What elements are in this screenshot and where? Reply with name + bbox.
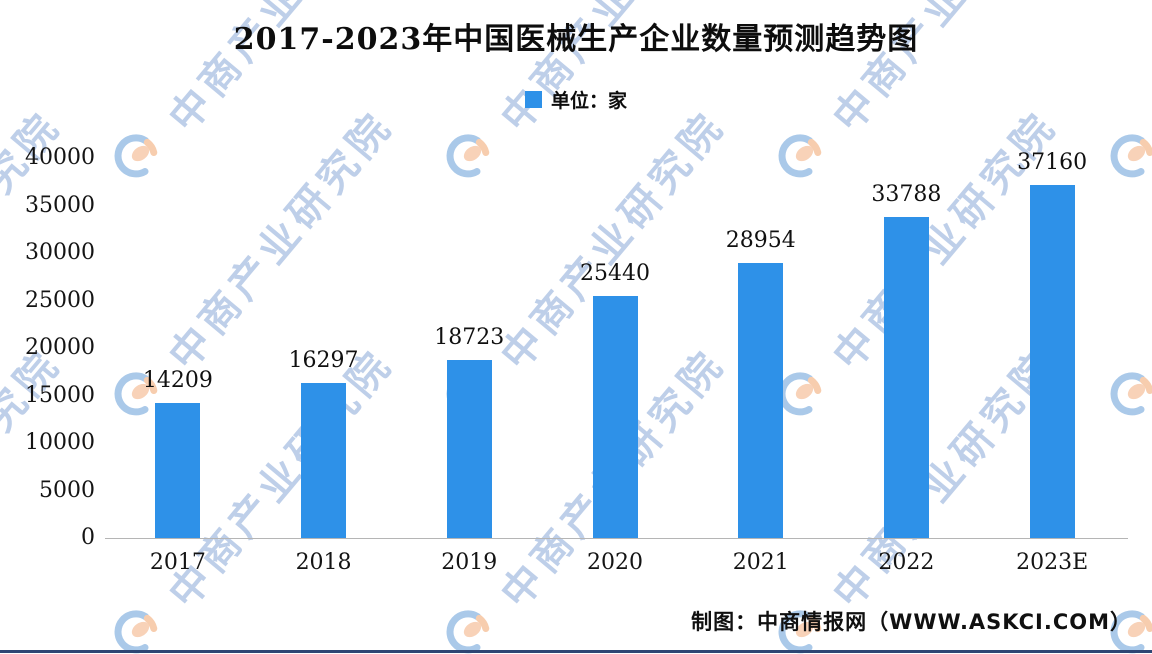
y-tick-label: 30000 xyxy=(25,240,95,265)
y-tick-label: 35000 xyxy=(25,192,95,218)
bar xyxy=(738,262,784,538)
y-tick-label: 0 xyxy=(81,525,95,550)
bar-value-label: 33788 xyxy=(871,182,942,207)
x-tick-label: 2018 xyxy=(295,550,352,575)
bar-value-label: 37160 xyxy=(1017,149,1088,175)
y-tick-label: 25000 xyxy=(25,287,95,313)
bar xyxy=(155,403,201,538)
y-tick-label: 15000 xyxy=(25,382,95,408)
y-tick-label: 10000 xyxy=(25,430,95,455)
y-tick-label: 5000 xyxy=(39,477,95,503)
bar-value-label: 16297 xyxy=(288,348,359,374)
legend-swatch-icon xyxy=(524,91,542,108)
x-tick-label: 2019 xyxy=(441,550,498,575)
bar-value-label: 28954 xyxy=(725,227,796,253)
x-tick-label: 2022 xyxy=(878,550,935,575)
x-tick-label: 2017 xyxy=(149,550,206,575)
source-credit: 制图：中商情报网（WWW.ASKCI.COM） xyxy=(691,610,1132,634)
bar xyxy=(883,217,929,538)
x-tick-label: 2021 xyxy=(732,550,789,575)
x-tick-label: 2020 xyxy=(587,550,643,575)
bar xyxy=(446,360,492,538)
bar xyxy=(592,296,638,538)
y-tick-label: 40000 xyxy=(25,145,95,170)
x-axis-line xyxy=(105,538,1128,539)
bar-value-label: 25440 xyxy=(580,261,650,287)
chart-title: 2017-2023年中国医械生产企业数量预测趋势图 xyxy=(233,22,919,57)
legend: 单位：家 xyxy=(0,86,1152,113)
bottom-border-line xyxy=(0,650,1152,653)
x-tick-label: 2023E xyxy=(1016,550,1089,575)
bar-value-label: 14209 xyxy=(142,368,213,393)
y-tick-label: 20000 xyxy=(25,335,95,360)
legend-label: 单位：家 xyxy=(550,91,627,112)
bar-value-label: 18723 xyxy=(434,325,505,351)
bar xyxy=(1029,184,1075,538)
bar xyxy=(301,383,347,538)
